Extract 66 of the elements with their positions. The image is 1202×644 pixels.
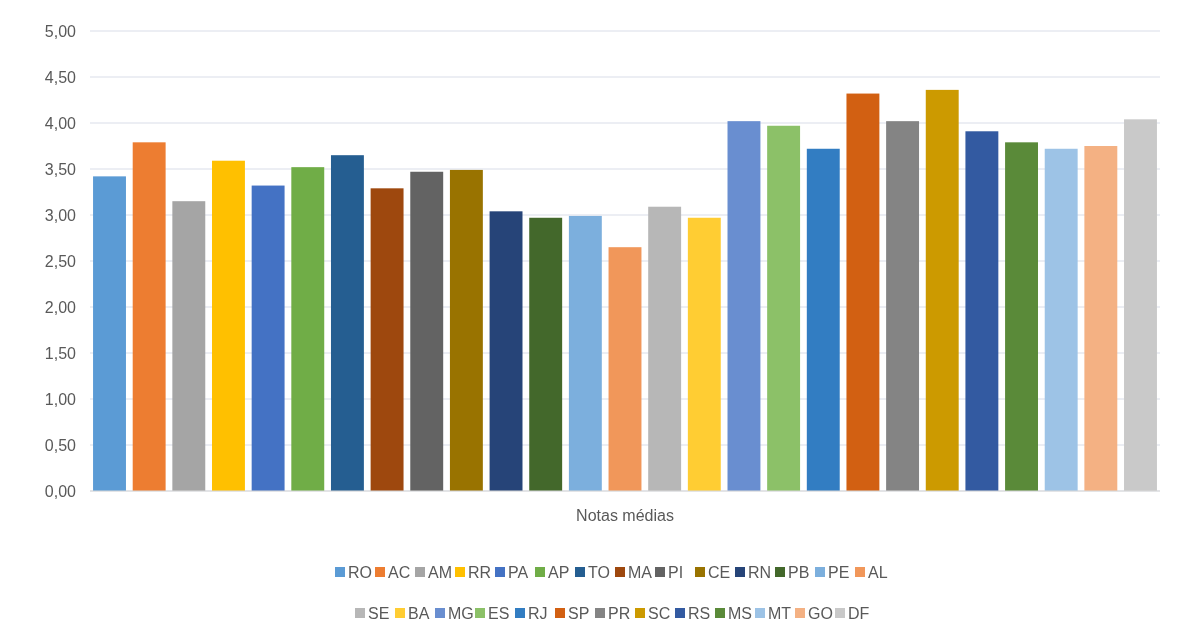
bar bbox=[212, 160, 245, 491]
y-tick-label: 2,00 bbox=[44, 298, 77, 316]
bar bbox=[1124, 119, 1157, 491]
bar bbox=[1005, 142, 1038, 491]
y-tick-label: 2,50 bbox=[44, 252, 77, 270]
legend-label: TO bbox=[588, 563, 610, 581]
legend-label: DF bbox=[848, 604, 870, 622]
legend-label: AM bbox=[428, 563, 452, 581]
legend-label: PE bbox=[828, 563, 850, 581]
legend-label: RS bbox=[688, 604, 711, 622]
bar bbox=[925, 89, 959, 491]
bar bbox=[767, 125, 801, 491]
y-tick-label: 1,50 bbox=[44, 344, 77, 362]
y-tick-label: 4,50 bbox=[44, 68, 77, 86]
legend-label: MT bbox=[768, 604, 792, 622]
legend-label: PB bbox=[788, 563, 810, 581]
legend-label: RR bbox=[468, 563, 492, 581]
y-tick-label: 4,00 bbox=[44, 114, 77, 132]
bar bbox=[687, 217, 721, 491]
legend-label: MS bbox=[728, 604, 752, 622]
legend-label: MA bbox=[628, 563, 653, 581]
bar bbox=[410, 171, 444, 491]
y-tick-label: 5,00 bbox=[44, 22, 77, 40]
bar bbox=[846, 93, 880, 491]
bar bbox=[965, 131, 999, 491]
legend-label: RJ bbox=[528, 604, 548, 622]
legend-label: SE bbox=[368, 604, 390, 622]
legend-label: AC bbox=[388, 563, 411, 581]
legend-label: SP bbox=[568, 604, 590, 622]
y-tick-label: 0,00 bbox=[44, 482, 77, 500]
bar bbox=[330, 155, 364, 491]
bar bbox=[291, 167, 325, 491]
legend-label: RO bbox=[348, 563, 372, 581]
bar bbox=[1084, 146, 1118, 491]
bar bbox=[132, 142, 166, 491]
bar bbox=[251, 185, 285, 491]
legend-label: PI bbox=[668, 563, 684, 581]
bar bbox=[1044, 148, 1078, 491]
bar bbox=[727, 121, 761, 491]
legend-label: GO bbox=[808, 604, 833, 622]
bar bbox=[648, 206, 682, 491]
bar bbox=[449, 169, 483, 491]
legend-label: ES bbox=[488, 604, 510, 622]
legend-label: PA bbox=[508, 563, 529, 581]
x-tick-label: Notas médias bbox=[576, 507, 674, 524]
bar bbox=[489, 211, 523, 491]
bar bbox=[370, 188, 404, 491]
bar bbox=[529, 217, 563, 491]
y-tick-label: 1,00 bbox=[44, 390, 77, 408]
legend-label: PR bbox=[608, 604, 631, 622]
legend-label: BA bbox=[408, 604, 430, 622]
bar bbox=[886, 121, 920, 491]
legend-label: MG bbox=[448, 604, 474, 622]
bar bbox=[568, 215, 602, 491]
legend-label: RN bbox=[748, 563, 772, 581]
legend-label: SC bbox=[648, 604, 671, 622]
bar bbox=[93, 176, 126, 491]
legend-label: AP bbox=[548, 563, 570, 581]
y-tick-label: 3,50 bbox=[44, 160, 77, 178]
y-tick-label: 0,50 bbox=[44, 436, 77, 454]
legend-label: AL bbox=[868, 563, 888, 581]
bar bbox=[608, 247, 642, 491]
legend-label: CE bbox=[708, 563, 731, 581]
bar bbox=[172, 201, 206, 491]
bar bbox=[806, 148, 840, 491]
y-tick-label: 3,00 bbox=[44, 206, 77, 224]
